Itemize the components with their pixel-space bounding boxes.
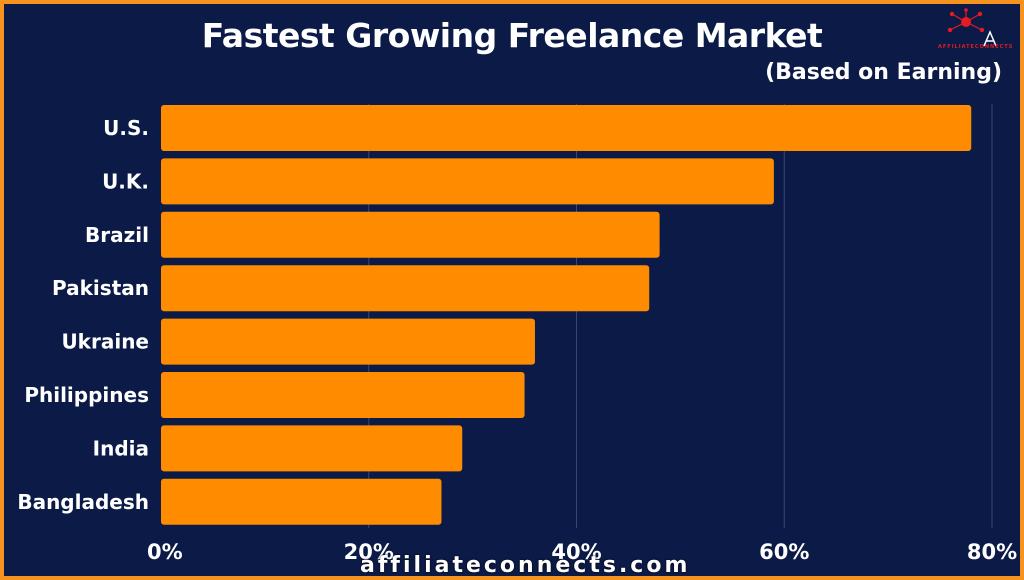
bar bbox=[161, 265, 650, 312]
logo-text: AFFILIATECONNECTS bbox=[938, 44, 1014, 50]
category-label: U.K. bbox=[102, 169, 149, 193]
chart-title: Fastest Growing Freelance Market bbox=[201, 16, 823, 55]
x-tick-label: 20% bbox=[344, 540, 394, 564]
bar bbox=[161, 425, 463, 472]
x-tick-label: 60% bbox=[759, 540, 809, 564]
category-label: Philippines bbox=[24, 383, 149, 407]
bar bbox=[161, 158, 774, 205]
network-nodes-icon bbox=[947, 8, 997, 47]
bar bbox=[161, 372, 525, 418]
x-tick-label: 0% bbox=[147, 540, 183, 564]
category-label: Brazil bbox=[85, 223, 149, 247]
bar bbox=[161, 478, 442, 525]
x-tick-labels: 0% 20% 40% 60% 80% bbox=[147, 540, 1017, 564]
category-label: Bangladesh bbox=[17, 490, 149, 514]
x-tick-label: 80% bbox=[967, 540, 1017, 564]
category-label: U.S. bbox=[103, 116, 149, 140]
bar bbox=[161, 318, 535, 365]
bars bbox=[161, 105, 972, 525]
bar bbox=[161, 105, 972, 151]
bar bbox=[161, 211, 660, 258]
category-label: Pakistan bbox=[52, 276, 149, 300]
x-tick-label: 40% bbox=[551, 540, 601, 564]
watermark: affiliateconnects.com bbox=[360, 555, 690, 577]
bar-chart: U.S. U.K. Brazil Pakistan Ukraine Philippines… bbox=[17, 104, 1017, 564]
chart-subtitle: (Based on Earning) bbox=[765, 60, 1002, 85]
category-labels: U.S. U.K. Brazil Pakistan Ukraine Philippines… bbox=[17, 116, 149, 514]
category-label: India bbox=[93, 436, 149, 460]
chart-frame: Fastest Growing Freelance Market (Based … bbox=[4, 4, 1020, 576]
category-label: Ukraine bbox=[61, 330, 149, 354]
